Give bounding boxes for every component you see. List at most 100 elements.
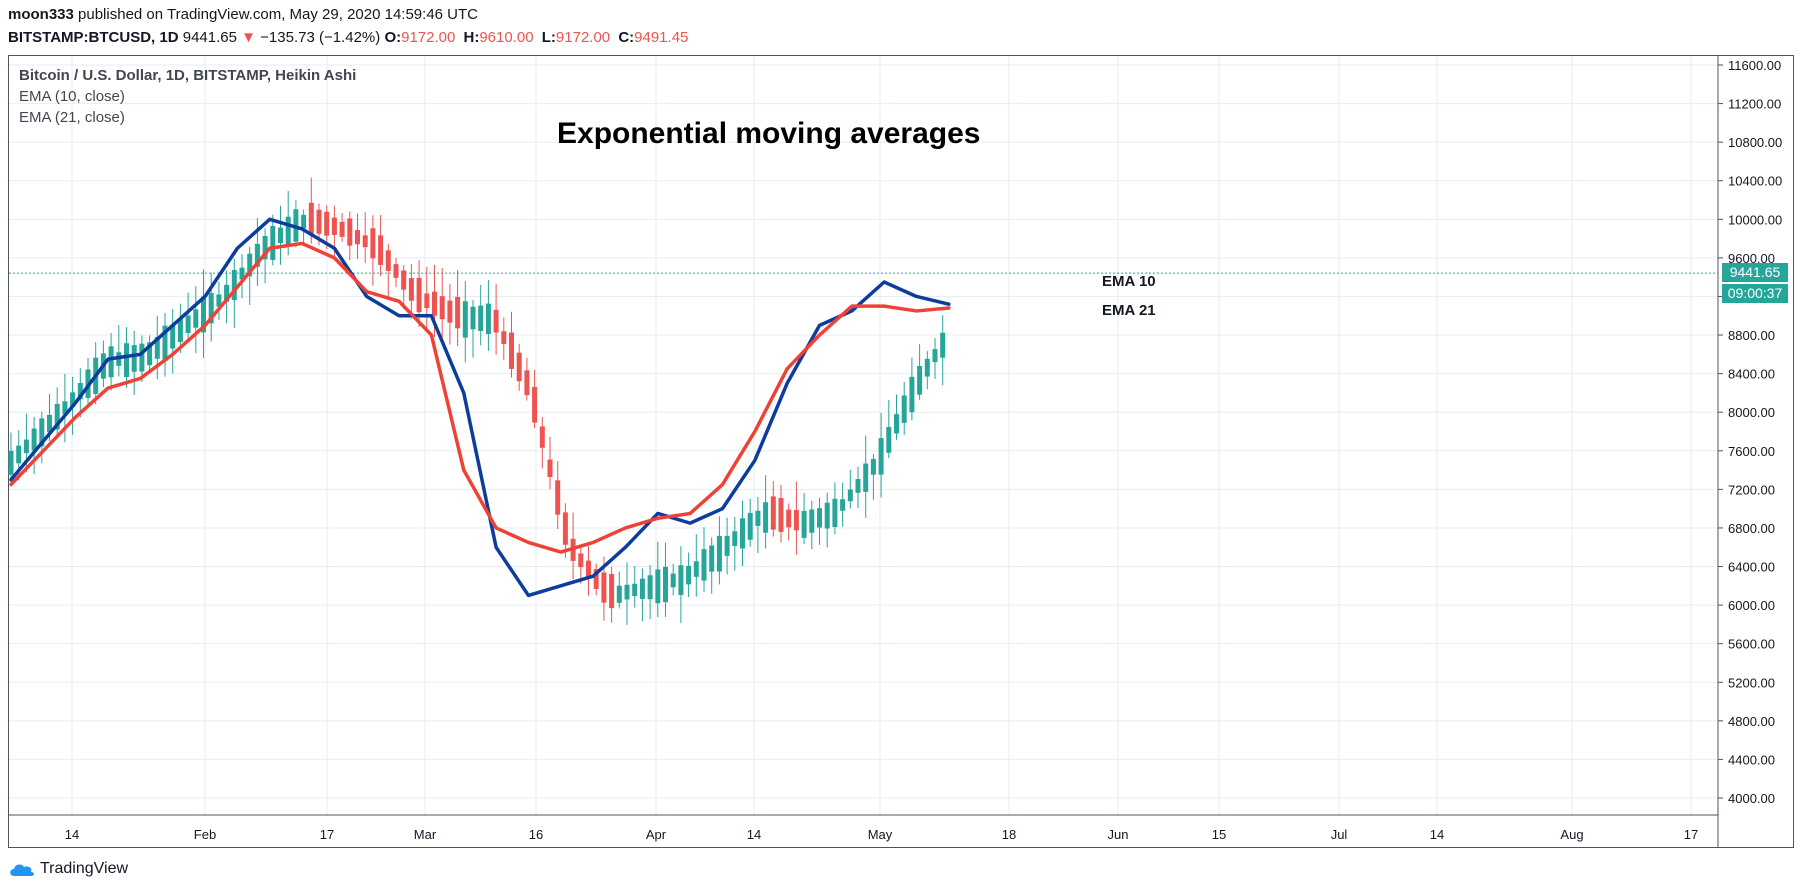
legend-main-series[interactable]: Bitcoin / U.S. Dollar, 1D, BITSTAMP, Hei…: [19, 67, 357, 84]
open-label: O:: [384, 29, 402, 46]
high-label: H:: [463, 29, 480, 46]
candle-body: [331, 217, 337, 235]
y-tick-label: 4400.00: [1728, 752, 1775, 767]
candle-body: [632, 583, 638, 597]
candle-body: [131, 345, 137, 372]
candle-body: [16, 445, 22, 464]
candle-body: [616, 585, 622, 603]
candle-body: [416, 277, 422, 313]
open-value: 9172.00: [401, 29, 456, 46]
candle-body: [609, 574, 615, 609]
bar-countdown-tag: 09:00:37: [1722, 284, 1788, 303]
candle-body: [847, 489, 853, 502]
candle-body: [601, 572, 607, 603]
candle-body: [709, 545, 715, 572]
candle-body: [401, 270, 407, 290]
publish-info: published on TradingView.com, May 29, 20…: [78, 6, 478, 23]
candle-body: [470, 306, 476, 330]
candle-body: [747, 512, 753, 540]
candle-body: [755, 510, 761, 526]
y-tick-label: 6800.00: [1728, 521, 1775, 536]
x-tick-label: Feb: [194, 827, 216, 842]
candle-body: [740, 518, 745, 549]
candle-body: [8, 450, 14, 475]
candle-body: [732, 531, 738, 546]
candle-body: [555, 480, 561, 515]
candle-body: [863, 463, 869, 492]
publisher-username[interactable]: moon333: [8, 6, 74, 23]
cloud-logo-icon: [10, 864, 34, 876]
candle-body: [670, 573, 676, 588]
down-arrow-icon: ▼: [241, 29, 256, 46]
candle-body: [901, 395, 907, 423]
legend-ema21[interactable]: EMA (21, close): [19, 109, 125, 126]
tradingview-logo[interactable]: TradingView: [8, 860, 128, 878]
candle-body: [501, 331, 507, 345]
candle-body: [231, 269, 237, 301]
candle-body: [686, 565, 692, 585]
candle-body: [778, 497, 784, 532]
y-tick-label: 5600.00: [1728, 637, 1775, 652]
current-price-tag: 9441.65: [1722, 263, 1788, 282]
candle-body: [701, 549, 707, 581]
x-tick-label: Jun: [1108, 827, 1129, 842]
x-tick-label: 17: [1684, 827, 1698, 842]
candle-body: [693, 561, 699, 577]
candle-body: [308, 202, 314, 236]
candle-body: [278, 227, 283, 244]
candle-body: [924, 358, 930, 377]
candle-body: [547, 459, 553, 478]
candle-body: [817, 508, 822, 528]
candle-body: [455, 296, 461, 329]
x-tick-label: 14: [747, 827, 761, 842]
legend-ema10[interactable]: EMA (10, close): [19, 88, 125, 105]
y-tick-label: 4800.00: [1728, 714, 1775, 729]
candle-body: [393, 264, 399, 278]
candle-body: [70, 392, 76, 407]
candle-body: [639, 578, 645, 599]
y-tick-label: 11200.00: [1728, 97, 1781, 112]
candle-body: [316, 209, 322, 234]
candle-body: [909, 376, 915, 413]
candle-body: [655, 569, 661, 604]
candle-body: [239, 267, 245, 280]
y-tick-label: 10400.00: [1728, 174, 1782, 189]
x-tick-label: Mar: [414, 827, 437, 842]
x-tick-label: 14: [65, 827, 79, 842]
candle-body: [578, 553, 584, 568]
symbol-line: BITSTAMP:BTCUSD, 1D 9441.65 ▼ −135.73 (−…: [8, 29, 692, 46]
candle-body: [362, 235, 368, 248]
candle-body: [516, 352, 522, 382]
candle-body: [170, 324, 176, 349]
candle-body: [462, 301, 468, 338]
x-tick-label: 18: [1002, 827, 1016, 842]
candle-body: [201, 296, 206, 333]
candle-body: [39, 418, 45, 447]
candle-body: [108, 346, 114, 378]
y-tick-label: 6400.00: [1728, 560, 1775, 575]
candle-body: [432, 291, 437, 316]
ema10-annotation: EMA 10: [1102, 273, 1156, 290]
close-label: C:: [618, 29, 635, 46]
candle-body: [208, 293, 214, 324]
low-value: 9172.00: [555, 29, 611, 46]
y-tick-label: 10000.00: [1728, 212, 1782, 227]
candle-body: [716, 535, 722, 572]
candle-body: [801, 510, 807, 538]
candle-body: [54, 403, 60, 430]
candle-body: [285, 216, 291, 245]
candle-body: [786, 509, 792, 528]
candle-body: [301, 214, 307, 229]
candle-body: [185, 315, 191, 334]
y-tick-label: 6000.00: [1728, 598, 1775, 613]
candle-body: [408, 278, 414, 301]
low-label: L:: [541, 29, 556, 46]
y-tick-label: 5200.00: [1728, 675, 1775, 690]
y-tick-label: 7200.00: [1728, 482, 1775, 497]
y-tick-label: 11600.00: [1728, 58, 1781, 73]
candle-body: [347, 218, 353, 246]
candle-body: [485, 303, 491, 335]
candle-body: [539, 426, 545, 448]
candle-body: [647, 575, 653, 600]
